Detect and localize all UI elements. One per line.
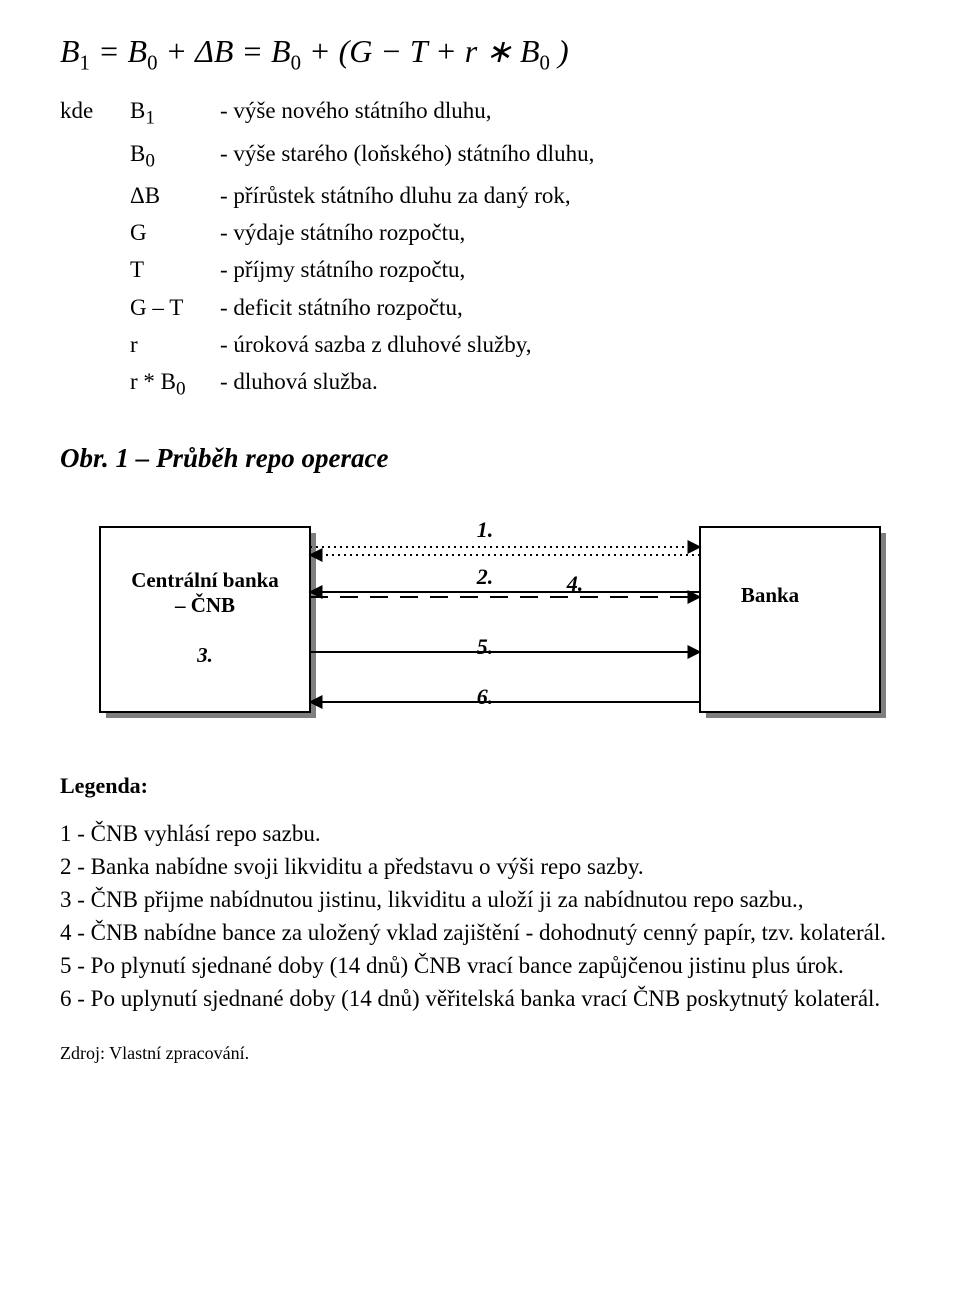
- legend-item: 2 - Banka nabídne svoji likviditu a před…: [60, 851, 900, 882]
- definition-symbol: T: [130, 254, 220, 285]
- definition-description: - dluhová služba.: [220, 366, 900, 402]
- legend-title: Legenda:: [60, 771, 900, 801]
- arrow-label-1: 1.: [477, 517, 494, 542]
- legend-item: 5 - Po plynutí sjednané doby (14 dnů) ČN…: [60, 950, 900, 981]
- arrow-label-6: 6.: [477, 684, 494, 709]
- definition-symbol: ΔB: [130, 180, 220, 211]
- kde-label: [60, 217, 130, 248]
- repo-diagram: Centrální banka– ČNB 3. Banka 1. 2. 4. 5. 6.: [60, 497, 920, 757]
- kde-label: [60, 366, 130, 402]
- definitions-grid: kdeB1- výše nového státního dluhu,B0- vý…: [60, 95, 900, 402]
- legend-item: 3 - ČNB přijme nabídnutou jistinu, likvi…: [60, 884, 900, 915]
- definition-description: - přírůstek státního dluhu za daný rok,: [220, 180, 900, 211]
- legend-item: 6 - Po uplynutí sjednané doby (14 dnů) v…: [60, 983, 900, 1014]
- legend-item: 1 - ČNB vyhlásí repo sazbu.: [60, 818, 900, 849]
- kde-label: [60, 180, 130, 211]
- definition-description: - výdaje státního rozpočtu,: [220, 217, 900, 248]
- definition-symbol: G: [130, 217, 220, 248]
- left-box-label-1: Centrální banka: [131, 568, 279, 592]
- definition-description: - výše nového státního dluhu,: [220, 95, 900, 131]
- legend-item: 4 - ČNB nabídne bance za uložený vklad z…: [60, 917, 900, 948]
- definition-symbol: B0: [130, 138, 220, 174]
- kde-label: [60, 138, 130, 174]
- diagram-container: Centrální banka– ČNB 3. Banka 1. 2. 4. 5. 6.: [60, 497, 920, 757]
- definition-description: - příjmy státního rozpočtu,: [220, 254, 900, 285]
- arrow-label-4: 4.: [566, 571, 584, 596]
- right-box-label: Banka: [741, 583, 800, 607]
- document-root: B1 = B0 + ΔB = B0 + (G − T + r ∗ B0 ) kd…: [30, 0, 930, 1105]
- right-box: [700, 527, 880, 712]
- left-box-label-3: 3.: [196, 643, 213, 667]
- kde-label: [60, 329, 130, 360]
- source-caption: Zdroj: Vlastní zpracování.: [60, 1041, 900, 1065]
- kde-label: kde: [60, 95, 130, 131]
- kde-label: [60, 292, 130, 323]
- arrow-label-5: 5.: [477, 634, 494, 659]
- definition-symbol: G – T: [130, 292, 220, 323]
- kde-label: [60, 254, 130, 285]
- left-box: [100, 527, 310, 712]
- left-box-label-2: – ČNB: [174, 593, 235, 617]
- arrow-label-2: 2.: [476, 564, 494, 589]
- legend-list: 1 - ČNB vyhlásí repo sazbu.2 - Banka nab…: [60, 818, 900, 1014]
- formula: B1 = B0 + ΔB = B0 + (G − T + r ∗ B0 ): [60, 30, 900, 77]
- definition-symbol: B1: [130, 95, 220, 131]
- definition-description: - výše starého (loňského) státního dluhu…: [220, 138, 900, 174]
- definition-symbol: r: [130, 329, 220, 360]
- definition-description: - deficit státního rozpočtu,: [220, 292, 900, 323]
- definition-symbol: r * B0: [130, 366, 220, 402]
- definition-description: - úroková sazba z dluhové služby,: [220, 329, 900, 360]
- figure-title: Obr. 1 – Průběh repo operace: [60, 440, 900, 476]
